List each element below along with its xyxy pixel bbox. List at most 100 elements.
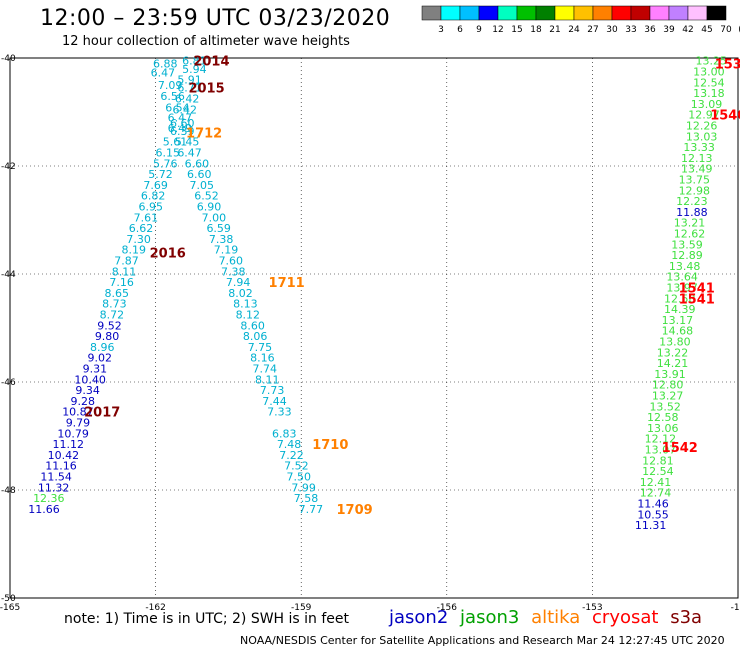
wave-height-label: 12.12 [645,433,677,446]
y-tick-label: -44 [1,270,16,280]
time-label: 2016 [150,246,186,261]
wave-height-label: 8.13 [233,298,258,311]
colorbar-label: (ft) [738,25,740,35]
wave-height-label: 7.48 [277,438,302,451]
x-tick-label: -153 [582,603,602,613]
wave-height-label: 14.39 [664,303,696,316]
colorbar-label: 30 [606,25,618,35]
wave-height-label: 7.50 [287,471,312,484]
legend-cryosat: cryosat [592,607,659,628]
y-tick-label: -40 [1,54,16,64]
wave-height-label: 6.42 [172,103,197,116]
wave-height-label: 9.79 [66,417,91,430]
wave-height-label: 8.06 [243,330,268,343]
colorbar-swatch [687,5,708,21]
wave-height-label: 11.54 [40,471,72,484]
colorbar-label: 3 [438,25,444,35]
time-label: 1709 [336,503,372,518]
colorbar-label: 9 [476,25,482,35]
wave-height-label: 13.06 [647,422,679,435]
wave-height-label: 9.34 [75,384,100,397]
x-tick-label: -159 [291,603,312,613]
wave-height-label: 13.09 [691,98,723,111]
colorbar-swatch [668,5,689,21]
wave-height-label: 9.31 [83,363,108,376]
wave-height-label: 7.77 [299,503,324,516]
wave-height-label: 12.26 [686,120,718,133]
wave-height-label: 6.39 [170,125,195,138]
wave-height-label: 13.75 [679,174,711,187]
wave-height-label: 7.44 [262,395,287,408]
wave-height-label: 10.42 [48,449,80,462]
wave-height-label: 6.47 [168,111,193,124]
wave-height-label: 9.80 [95,330,120,343]
wave-height-label: 13.22 [657,346,689,359]
wave-height-label: 8.02 [228,287,253,300]
wave-height-label: 11.16 [45,460,77,473]
colorbar-swatch [649,5,670,21]
wave-height-label: 13.91 [654,368,686,381]
x-tick-label: -162 [145,603,165,613]
wave-height-label: 7.75 [248,341,273,354]
wave-height-label: 6.52 [194,190,219,203]
wave-height-label: 7.33 [267,406,292,419]
wave-height-label: 13.64 [666,271,698,284]
wave-height-label: 8.11 [112,265,137,278]
wave-height-label: 8.73 [102,298,127,311]
colorbar-label: 45 [701,25,712,35]
wave-height-label: 6.54 [165,102,190,115]
wave-height-label: 5.72 [148,168,173,181]
colorbar-swatch [440,5,461,21]
wave-height-label: 6.71 [177,82,202,95]
wave-height-label: 9.52 [97,319,122,332]
colorbar-swatch [535,5,556,21]
time-label: 1542 [662,441,698,456]
wave-height-label: 5.94 [182,63,207,76]
wave-height-label: 10.55 [637,508,669,521]
wave-height-label: 6.83 [272,427,297,440]
wave-height-label: 6.42 [175,93,200,106]
colorbar-label: 15 [511,25,522,35]
wave-height-label: 12.97 [688,109,720,122]
wave-height-label: 7.00 [202,211,227,224]
wave-height-label: 6.15 [155,147,180,160]
wave-height-label: 12.13 [681,152,713,165]
wave-height-label: 12.98 [679,184,711,197]
wave-height-label: 7.60 [219,255,244,268]
legend-jason2: jason2 [389,607,449,628]
colorbar-label: 33 [625,25,636,35]
wave-height-label: 6.49 [168,122,193,135]
wave-height-label: 13.21 [674,217,706,230]
colorbar-label: 70 [720,25,732,35]
colorbar-label: 24 [568,25,580,35]
wave-height-label: 5.76 [153,157,178,170]
colorbar-label: 36 [644,25,656,35]
satellite-legend: jason2 jason3 altika cryosat s3a [389,607,708,628]
time-label: 1711 [269,276,305,291]
wave-height-label: 11.46 [637,498,669,511]
wave-height-label: 11.12 [52,438,84,451]
wave-height-label: 13.27 [652,390,684,403]
x-tick-label: -165 [0,603,20,613]
wave-height-label: 10.79 [57,427,89,440]
wave-height-label: 6.59 [206,222,231,235]
wave-height-label: 8.11 [255,373,280,386]
wave-height-label: 13.48 [669,260,701,273]
wave-height-label: 6.95 [138,201,163,214]
wave-height-label: 7.73 [260,384,285,397]
wave-height-label: 6.90 [197,201,222,214]
wave-height-label: 7.99 [291,481,316,494]
legend-s3a: s3a [670,607,703,628]
wave-height-label: 13.25 [696,55,728,68]
colorbar-swatch [554,5,575,21]
y-tick-label: -48 [1,486,16,496]
wave-height-label: 7.58 [294,492,319,505]
legend-jason3: jason3 [460,607,520,628]
wave-height-label: 6.81 [182,55,207,68]
wave-height-label: 6.47 [177,147,202,160]
wave-height-label: 7.94 [226,276,251,289]
wave-height-label: 12.54 [693,76,725,89]
colorbar-label: 39 [663,25,675,35]
